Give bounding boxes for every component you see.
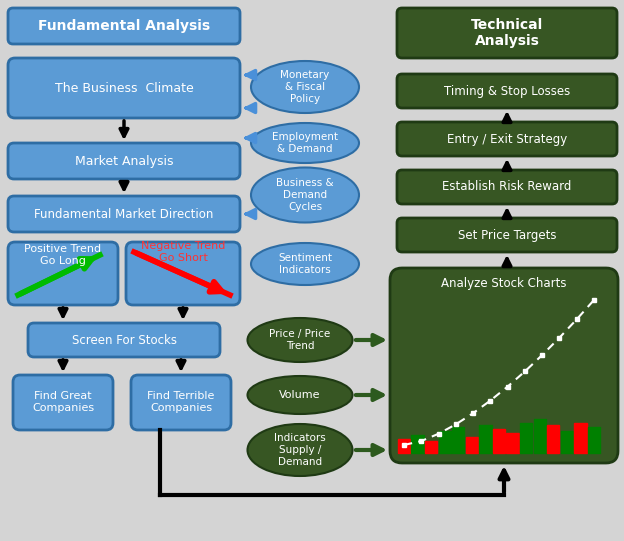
Text: Analyze Stock Charts: Analyze Stock Charts — [441, 278, 567, 291]
FancyBboxPatch shape — [8, 143, 240, 179]
Text: Timing & Stop Losses: Timing & Stop Losses — [444, 84, 570, 97]
Bar — [574, 423, 587, 453]
Text: The Business  Climate: The Business Climate — [55, 82, 193, 95]
Text: Price / Price
Trend: Price / Price Trend — [270, 329, 331, 351]
Text: Volume: Volume — [280, 390, 321, 400]
Text: Technical
Analysis: Technical Analysis — [471, 18, 543, 48]
FancyBboxPatch shape — [8, 58, 240, 118]
FancyBboxPatch shape — [13, 375, 113, 430]
FancyBboxPatch shape — [397, 8, 617, 58]
Bar — [507, 433, 519, 453]
FancyBboxPatch shape — [397, 122, 617, 156]
Text: Business &
Demand
Cycles: Business & Demand Cycles — [276, 179, 334, 212]
Text: Monetary
& Fiscal
Policy: Monetary & Fiscal Policy — [280, 70, 329, 103]
Bar — [425, 441, 437, 453]
Text: Sentiment
Indicators: Sentiment Indicators — [278, 253, 332, 275]
FancyBboxPatch shape — [8, 242, 118, 305]
Bar — [398, 439, 410, 453]
Bar — [452, 427, 464, 453]
Text: Employment
& Demand: Employment & Demand — [272, 132, 338, 154]
Ellipse shape — [248, 424, 353, 476]
Ellipse shape — [251, 61, 359, 113]
Text: Fundamental Market Direction: Fundamental Market Direction — [34, 208, 213, 221]
Text: Screen For Stocks: Screen For Stocks — [72, 333, 177, 346]
Text: Entry / Exit Strategy: Entry / Exit Strategy — [447, 133, 567, 146]
Bar — [520, 423, 532, 453]
FancyBboxPatch shape — [126, 242, 240, 305]
Text: Fundamental Analysis: Fundamental Analysis — [38, 19, 210, 33]
Bar — [466, 437, 478, 453]
Text: Set Price Targets: Set Price Targets — [458, 228, 556, 241]
Bar — [588, 427, 600, 453]
Text: Find Great
Companies: Find Great Companies — [32, 391, 94, 413]
Ellipse shape — [251, 243, 359, 285]
Ellipse shape — [248, 318, 353, 362]
FancyBboxPatch shape — [397, 170, 617, 204]
Text: Negative Trend
Go Short: Negative Trend Go Short — [141, 241, 225, 263]
Text: Positive Trend
Go Long: Positive Trend Go Long — [24, 244, 102, 266]
FancyBboxPatch shape — [8, 8, 240, 44]
Bar — [493, 429, 505, 453]
FancyBboxPatch shape — [397, 218, 617, 252]
Bar — [479, 425, 492, 453]
Text: Market Analysis: Market Analysis — [75, 155, 173, 168]
Ellipse shape — [251, 168, 359, 222]
Bar — [411, 435, 424, 453]
Bar — [534, 419, 546, 453]
FancyBboxPatch shape — [131, 375, 231, 430]
Ellipse shape — [251, 123, 359, 163]
Ellipse shape — [248, 376, 353, 414]
Bar — [439, 431, 451, 453]
FancyBboxPatch shape — [28, 323, 220, 357]
Text: Indicators
Supply /
Demand: Indicators Supply / Demand — [274, 433, 326, 466]
Bar — [547, 425, 559, 453]
Bar — [561, 431, 573, 453]
FancyBboxPatch shape — [8, 196, 240, 232]
FancyBboxPatch shape — [390, 268, 618, 463]
Text: Find Terrible
Companies: Find Terrible Companies — [147, 391, 215, 413]
FancyBboxPatch shape — [397, 74, 617, 108]
Text: Establish Risk Reward: Establish Risk Reward — [442, 181, 572, 194]
